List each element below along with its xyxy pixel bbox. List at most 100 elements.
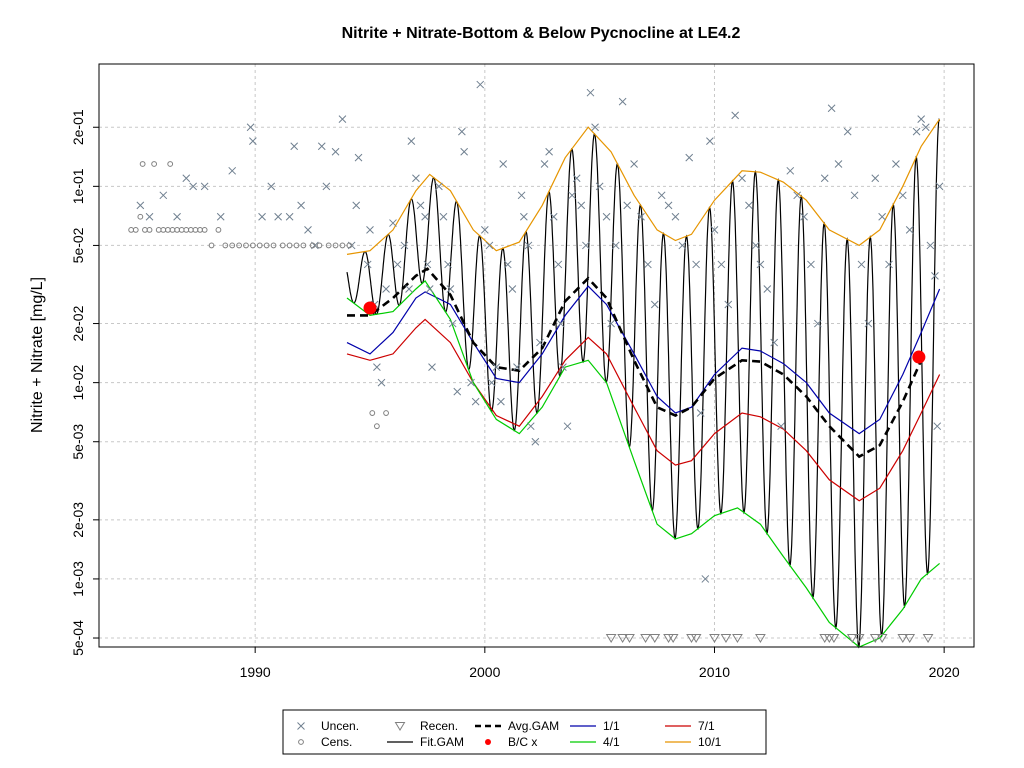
point-uncensored: [595, 182, 604, 191]
point-uncensored: [607, 319, 615, 328]
point-uncensored: [696, 409, 705, 417]
point-uncensored: [724, 300, 733, 309]
point-recensored: [640, 634, 651, 643]
point-recensored: [624, 634, 635, 643]
legend-item-fit-gam: Fit.GAM: [387, 735, 464, 749]
point-censored: [325, 242, 332, 249]
point-uncensored: [446, 285, 455, 293]
point-uncensored: [444, 260, 452, 269]
point-uncensored: [917, 115, 926, 123]
point-uncensored: [331, 147, 340, 156]
legend-item-recen-: Recen.: [394, 719, 458, 733]
point-censored: [160, 226, 167, 233]
point-uncensored: [777, 422, 785, 431]
y-tick-label: 1e-03: [70, 561, 86, 597]
point-uncensored: [317, 142, 326, 151]
x-tick-label: 2000: [469, 664, 500, 680]
point-uncensored: [513, 363, 521, 371]
point-uncensored: [540, 160, 549, 168]
point-recensored: [869, 634, 881, 643]
point-uncensored: [448, 319, 457, 328]
point-uncensored: [692, 260, 700, 269]
point-uncensored: [366, 226, 374, 234]
point-uncensored: [304, 226, 312, 234]
point-censored: [346, 242, 353, 249]
point-uncensored: [389, 219, 397, 227]
legend-label: 7/1: [698, 719, 715, 733]
point-censored: [197, 226, 203, 233]
point-censored: [332, 242, 339, 249]
legend-label: Recen.: [420, 719, 458, 733]
y-axis-label: Nitrite + Nitrate [mg/L]: [29, 277, 46, 433]
point-uncensored: [476, 80, 485, 89]
legend-item-4-1: 4/1: [570, 735, 620, 749]
point-censored: [339, 242, 346, 249]
point-censored: [178, 226, 185, 233]
point-uncensored: [756, 260, 765, 269]
point-censored: [174, 226, 180, 233]
point-uncensored: [503, 260, 512, 269]
series-line-1-1: [346, 285, 941, 435]
point-uncensored: [285, 212, 294, 221]
point-uncensored: [572, 174, 581, 183]
axis-ticks: 5e-04 1e-03 2e-03 5e-03 1e-02 2e-02 5e-02 1e-01…: [70, 109, 960, 680]
legend-label: 4/1: [603, 735, 620, 749]
point-uncensored: [864, 319, 873, 328]
series-line-avg-gam: [347, 267, 923, 459]
point-uncensored: [405, 285, 413, 293]
point-uncensored: [770, 338, 779, 347]
chart-title: Nitrite + Nitrate-Bottom & Below Pycnocl…: [342, 25, 741, 42]
point-uncensored: [793, 191, 802, 200]
point-uncensored: [458, 127, 466, 136]
point-uncensored: [412, 174, 420, 183]
point-uncensored: [480, 226, 489, 234]
point-uncensored: [297, 201, 305, 210]
point-uncensored: [591, 123, 599, 132]
point-censored: [286, 242, 293, 249]
point-uncensored: [738, 174, 746, 183]
point-uncensored: [892, 160, 900, 168]
legend-label: 1/1: [603, 719, 620, 733]
point-uncensored: [678, 241, 687, 250]
point-uncensored: [453, 387, 462, 396]
point-recensored: [709, 634, 720, 643]
point-recensored: [846, 634, 858, 643]
point-uncensored: [786, 166, 795, 175]
y-tick-label: 2e-02: [70, 305, 86, 341]
point-uncensored: [685, 153, 694, 162]
point-uncensored: [322, 182, 331, 191]
point-uncensored: [400, 241, 409, 250]
y-tick-label: 5e-04: [70, 620, 86, 656]
point-censored: [236, 242, 242, 249]
legend-item-avg-gam: Avg.GAM: [475, 719, 559, 733]
point-censored: [249, 242, 256, 249]
point-censored: [151, 161, 158, 167]
legend-item-uncen-: Uncen.: [297, 719, 359, 733]
point-uncensored: [499, 160, 508, 168]
point-uncensored: [200, 182, 209, 191]
point-censored: [201, 226, 208, 233]
point-uncensored: [745, 201, 753, 210]
point-uncensored: [531, 437, 540, 446]
legend-item-cens-: Cens.: [298, 735, 352, 749]
point-uncensored: [568, 191, 576, 200]
legend-item-7-1: 7/1: [665, 719, 715, 733]
point-uncensored: [136, 201, 145, 210]
point-recensored: [617, 634, 629, 643]
point-censored: [373, 423, 380, 430]
legend-label: Fit.GAM: [420, 735, 464, 749]
point-uncensored: [520, 212, 528, 221]
legend-box: [282, 709, 767, 755]
point-censored: [167, 161, 174, 167]
point-uncensored: [497, 397, 505, 406]
point-recensored: [853, 634, 865, 643]
point-uncensored: [582, 241, 590, 250]
point-uncensored: [710, 226, 719, 234]
x-tick-label: 2020: [929, 664, 960, 680]
legend-label: B/C x: [508, 735, 537, 749]
point-censored: [316, 242, 323, 249]
point-uncensored: [373, 363, 381, 371]
point-uncensored: [630, 160, 638, 168]
point-uncensored: [258, 212, 266, 221]
point-uncensored: [467, 378, 475, 387]
